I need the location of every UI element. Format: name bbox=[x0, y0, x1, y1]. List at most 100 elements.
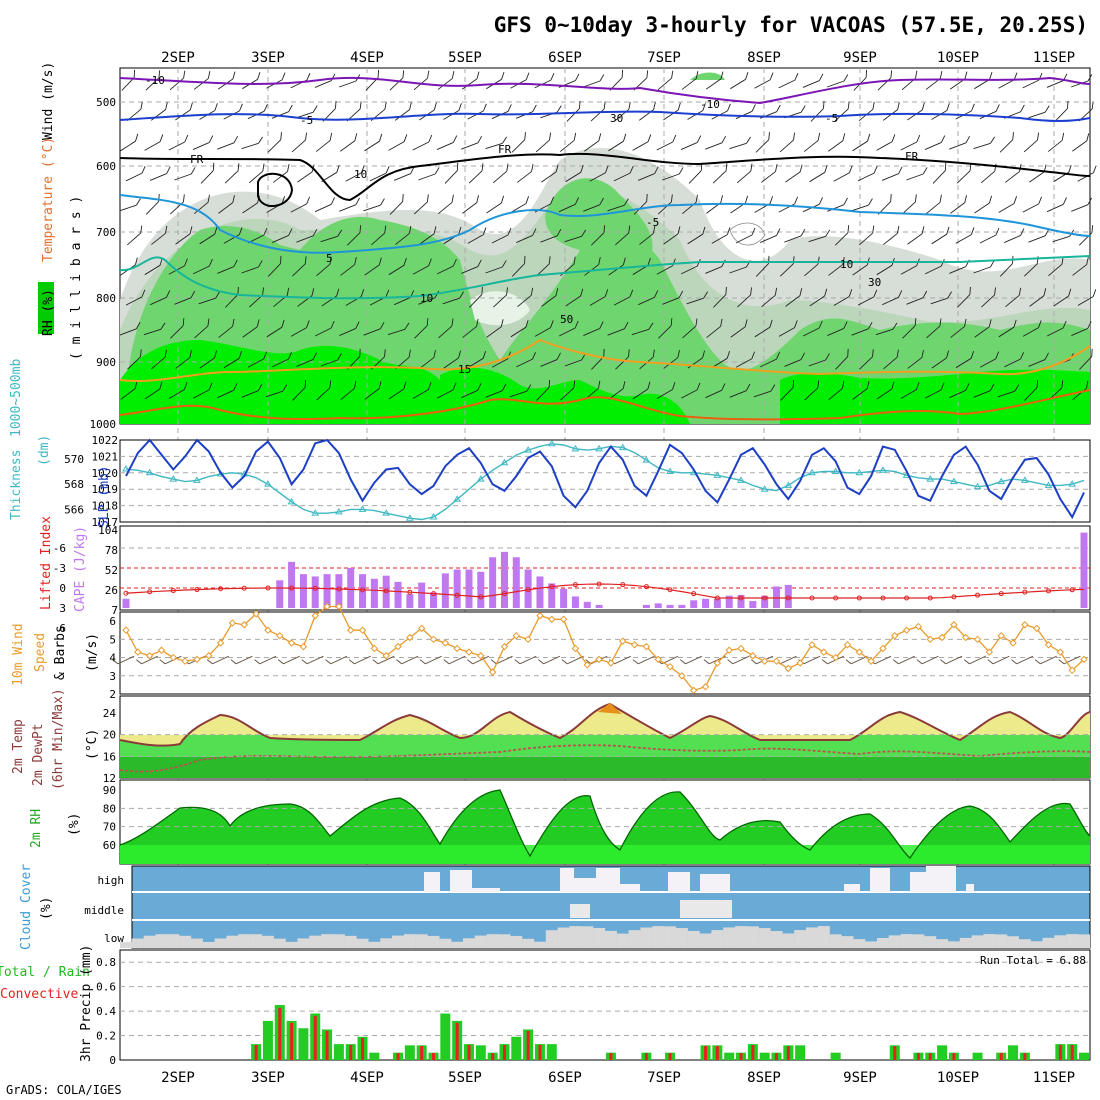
wind-barb bbox=[662, 167, 684, 181]
wind10m-barb bbox=[1034, 655, 1057, 665]
precip-tick: 0 bbox=[109, 1054, 116, 1067]
date-label: 11SEP bbox=[1033, 1070, 1075, 1086]
precip-convective-bar bbox=[739, 1053, 743, 1060]
low-cloud-bar bbox=[451, 941, 464, 948]
wind-barb bbox=[536, 256, 551, 277]
wind-barb bbox=[761, 287, 778, 308]
date-label: 10SEP bbox=[937, 50, 979, 66]
precip-total-bar bbox=[759, 1052, 770, 1060]
wind-barb bbox=[218, 318, 235, 338]
date-label: 4SEP bbox=[350, 50, 384, 66]
thickness-point bbox=[500, 458, 509, 466]
cloud-unit-label: (%) bbox=[39, 897, 54, 920]
wind-barb bbox=[682, 318, 698, 339]
wind-barb bbox=[486, 319, 504, 338]
wind10m-barb bbox=[135, 655, 159, 665]
wind-barb bbox=[589, 165, 609, 182]
wind-barb bbox=[955, 350, 975, 369]
high-cloud-bar bbox=[844, 884, 860, 892]
precip-convective-bar bbox=[313, 1015, 317, 1060]
wind-speed-point bbox=[240, 621, 248, 629]
temp-band-12-16 bbox=[120, 757, 1090, 778]
thickness-point bbox=[429, 512, 438, 520]
wind10m-panel: 6 5 4 3 2 10m Wind Speed & Barbs (m/s) bbox=[11, 602, 1091, 701]
wind-barb bbox=[340, 133, 358, 152]
wind-barb bbox=[419, 226, 437, 245]
wind-barb bbox=[1071, 197, 1092, 212]
wind-barb bbox=[809, 288, 828, 307]
wind-barb bbox=[151, 225, 168, 245]
thickness-label: Thickness bbox=[9, 450, 24, 520]
wind-barb bbox=[218, 195, 235, 214]
li-point bbox=[360, 587, 366, 593]
wind-barb bbox=[902, 318, 917, 339]
wind-barb bbox=[443, 350, 461, 369]
cape-bar bbox=[1080, 532, 1088, 608]
wind-barb bbox=[859, 349, 874, 370]
wind-barb bbox=[632, 381, 651, 400]
wind-barb bbox=[364, 381, 382, 400]
thickness-point bbox=[453, 495, 462, 502]
wind-barb bbox=[1072, 133, 1090, 152]
wind-barb bbox=[981, 287, 996, 308]
wind-speed-point bbox=[689, 686, 698, 695]
wind10m-barb bbox=[467, 655, 490, 665]
temp2m-label: 2m Temp bbox=[11, 719, 26, 774]
cape-bar bbox=[311, 576, 319, 608]
wind-barb bbox=[827, 74, 849, 88]
wind-barb bbox=[248, 163, 265, 184]
freezing-level bbox=[119, 152, 1091, 202]
wind-barb bbox=[242, 319, 260, 338]
low-cloud-bar bbox=[1018, 939, 1031, 948]
wind-speed-point bbox=[772, 657, 781, 665]
li-point bbox=[336, 586, 342, 592]
cape-bar bbox=[418, 582, 426, 608]
wind-barb bbox=[705, 259, 726, 274]
low-cloud-bar bbox=[569, 926, 582, 948]
precip-convective-bar bbox=[467, 1044, 471, 1060]
li-point bbox=[289, 585, 295, 591]
low-cloud-bar bbox=[368, 941, 381, 948]
wind-barb bbox=[712, 163, 728, 184]
thickness-point bbox=[382, 509, 391, 516]
precip-total-bar bbox=[830, 1052, 841, 1060]
contour-label: FR bbox=[190, 153, 204, 166]
wind-barb bbox=[265, 384, 288, 398]
li-point bbox=[170, 588, 176, 594]
wind-speed-point bbox=[973, 635, 982, 644]
tick-label: 12 bbox=[103, 772, 116, 785]
wind-barb bbox=[363, 198, 385, 212]
low-cloud-bar bbox=[640, 927, 653, 948]
wind-barb bbox=[566, 100, 581, 122]
li-point bbox=[951, 594, 957, 600]
thickness-unit-label: (dm) bbox=[37, 435, 52, 466]
wind10m-barb bbox=[254, 655, 277, 665]
precip-convective-bar bbox=[609, 1053, 613, 1060]
li-point bbox=[809, 595, 815, 601]
contour-label: -5 bbox=[300, 114, 313, 127]
wind-barb bbox=[247, 351, 268, 368]
wind-barb bbox=[876, 134, 896, 151]
wind10m-barb bbox=[916, 655, 939, 665]
wind-barb bbox=[876, 381, 895, 400]
low-cloud-bar bbox=[309, 935, 322, 948]
date-label: 2SEP bbox=[161, 1070, 195, 1086]
wind-barb bbox=[393, 166, 415, 181]
wind-barb bbox=[1022, 320, 1042, 337]
low-cloud-bar bbox=[805, 927, 818, 948]
wind-barb bbox=[973, 136, 995, 150]
li-point bbox=[904, 595, 910, 601]
wind-barb bbox=[785, 164, 803, 183]
wind-barb bbox=[639, 225, 656, 245]
wind-barb bbox=[907, 350, 924, 369]
wind-barb bbox=[656, 382, 676, 399]
wind-barb bbox=[541, 288, 559, 307]
low-cloud-bar bbox=[841, 936, 854, 948]
date-label: 7SEP bbox=[647, 1070, 681, 1086]
wind-barb bbox=[931, 350, 949, 369]
wind-barb bbox=[590, 225, 606, 246]
low-cloud-bar bbox=[427, 935, 440, 948]
rh2m-tick-labels: 90 80 70 60 bbox=[103, 784, 116, 852]
wind-barb bbox=[149, 166, 171, 181]
